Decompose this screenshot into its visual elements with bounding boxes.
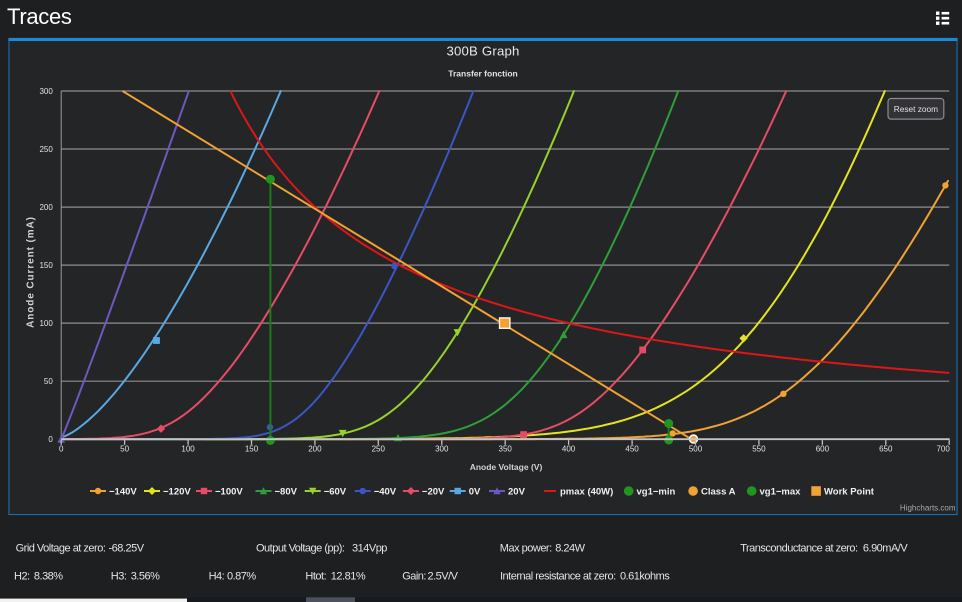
svg-text:Gain:: Gain:: [402, 571, 426, 583]
svg-text:12.81%: 12.81%: [331, 571, 366, 583]
svg-text:Max power:: Max power:: [500, 543, 552, 555]
svg-text:Output Voltage (pp):: Output Voltage (pp):: [256, 543, 345, 555]
svg-text:2.5V/V: 2.5V/V: [428, 571, 459, 583]
svg-text:Grid Voltage at zero:: Grid Voltage at zero:: [16, 543, 106, 555]
svg-text:−40V: −40V: [374, 487, 397, 498]
svg-text:200: 200: [39, 203, 53, 212]
svg-text:450: 450: [625, 445, 639, 454]
svg-text:Class A: Class A: [701, 487, 736, 498]
svg-text:150: 150: [245, 445, 259, 454]
svg-text:0V: 0V: [469, 487, 481, 498]
svg-text:−120V: −120V: [163, 487, 191, 498]
svg-text:Anode Current (mA): Anode Current (mA): [26, 216, 37, 328]
svg-text:vg1−min: vg1−min: [637, 487, 676, 498]
svg-text:H4:: H4:: [209, 571, 225, 583]
svg-text:0: 0: [48, 435, 53, 444]
svg-text:350: 350: [499, 445, 513, 454]
svg-text:Internal resistance at zero:: Internal resistance at zero:: [500, 571, 616, 583]
svg-text:300: 300: [39, 87, 53, 96]
svg-text:Htot:: Htot:: [305, 571, 326, 583]
svg-text:0.61kohms: 0.61kohms: [620, 571, 670, 583]
svg-text:100: 100: [39, 319, 53, 328]
svg-text:Anode Voltage (V): Anode Voltage (V): [470, 462, 543, 472]
svg-text:50: 50: [44, 377, 53, 386]
svg-text:Transfer fonction: Transfer fonction: [448, 69, 517, 79]
svg-text:50: 50: [120, 445, 129, 454]
svg-text:−140V: −140V: [109, 487, 137, 498]
svg-text:0.87%: 0.87%: [227, 571, 256, 583]
svg-text:300B Graph: 300B Graph: [446, 44, 519, 59]
svg-text:150: 150: [39, 261, 53, 270]
svg-text:700: 700: [936, 445, 950, 454]
svg-text:100: 100: [181, 445, 195, 454]
svg-text:550: 550: [752, 445, 766, 454]
svg-text:Work Point: Work Point: [824, 487, 875, 498]
svg-text:250: 250: [39, 145, 53, 154]
svg-text:−100V: −100V: [215, 487, 243, 498]
svg-text:vg1−max: vg1−max: [760, 487, 802, 498]
svg-text:H2:: H2:: [14, 571, 30, 583]
svg-text:−60V: −60V: [324, 487, 347, 498]
svg-text:H3:: H3:: [111, 571, 127, 583]
svg-text:314Vpp: 314Vpp: [352, 543, 387, 555]
svg-text:300: 300: [435, 445, 449, 454]
svg-text:200: 200: [308, 445, 322, 454]
svg-text:650: 650: [879, 445, 893, 454]
svg-text:Highcharts.com: Highcharts.com: [900, 504, 956, 513]
svg-text:−80V: −80V: [275, 487, 298, 498]
svg-text:Transconductance at zero:: Transconductance at zero:: [740, 543, 858, 555]
svg-text:500: 500: [689, 445, 703, 454]
svg-text:20V: 20V: [508, 487, 526, 498]
svg-text:600: 600: [816, 445, 830, 454]
svg-text:−20V: −20V: [422, 487, 445, 498]
svg-text:-68.25V: -68.25V: [109, 543, 145, 555]
svg-text:8.38%: 8.38%: [34, 571, 63, 583]
svg-text:250: 250: [372, 445, 386, 454]
svg-text:8.24W: 8.24W: [555, 543, 585, 555]
svg-text:6.90mA/V: 6.90mA/V: [863, 543, 908, 555]
svg-text:Reset zoom: Reset zoom: [894, 104, 938, 114]
svg-text:400: 400: [562, 445, 576, 454]
svg-text:pmax (40W): pmax (40W): [560, 487, 613, 498]
svg-text:3.56%: 3.56%: [131, 571, 160, 583]
svg-text:0: 0: [59, 445, 64, 454]
svg-text:Traces: Traces: [7, 4, 72, 29]
